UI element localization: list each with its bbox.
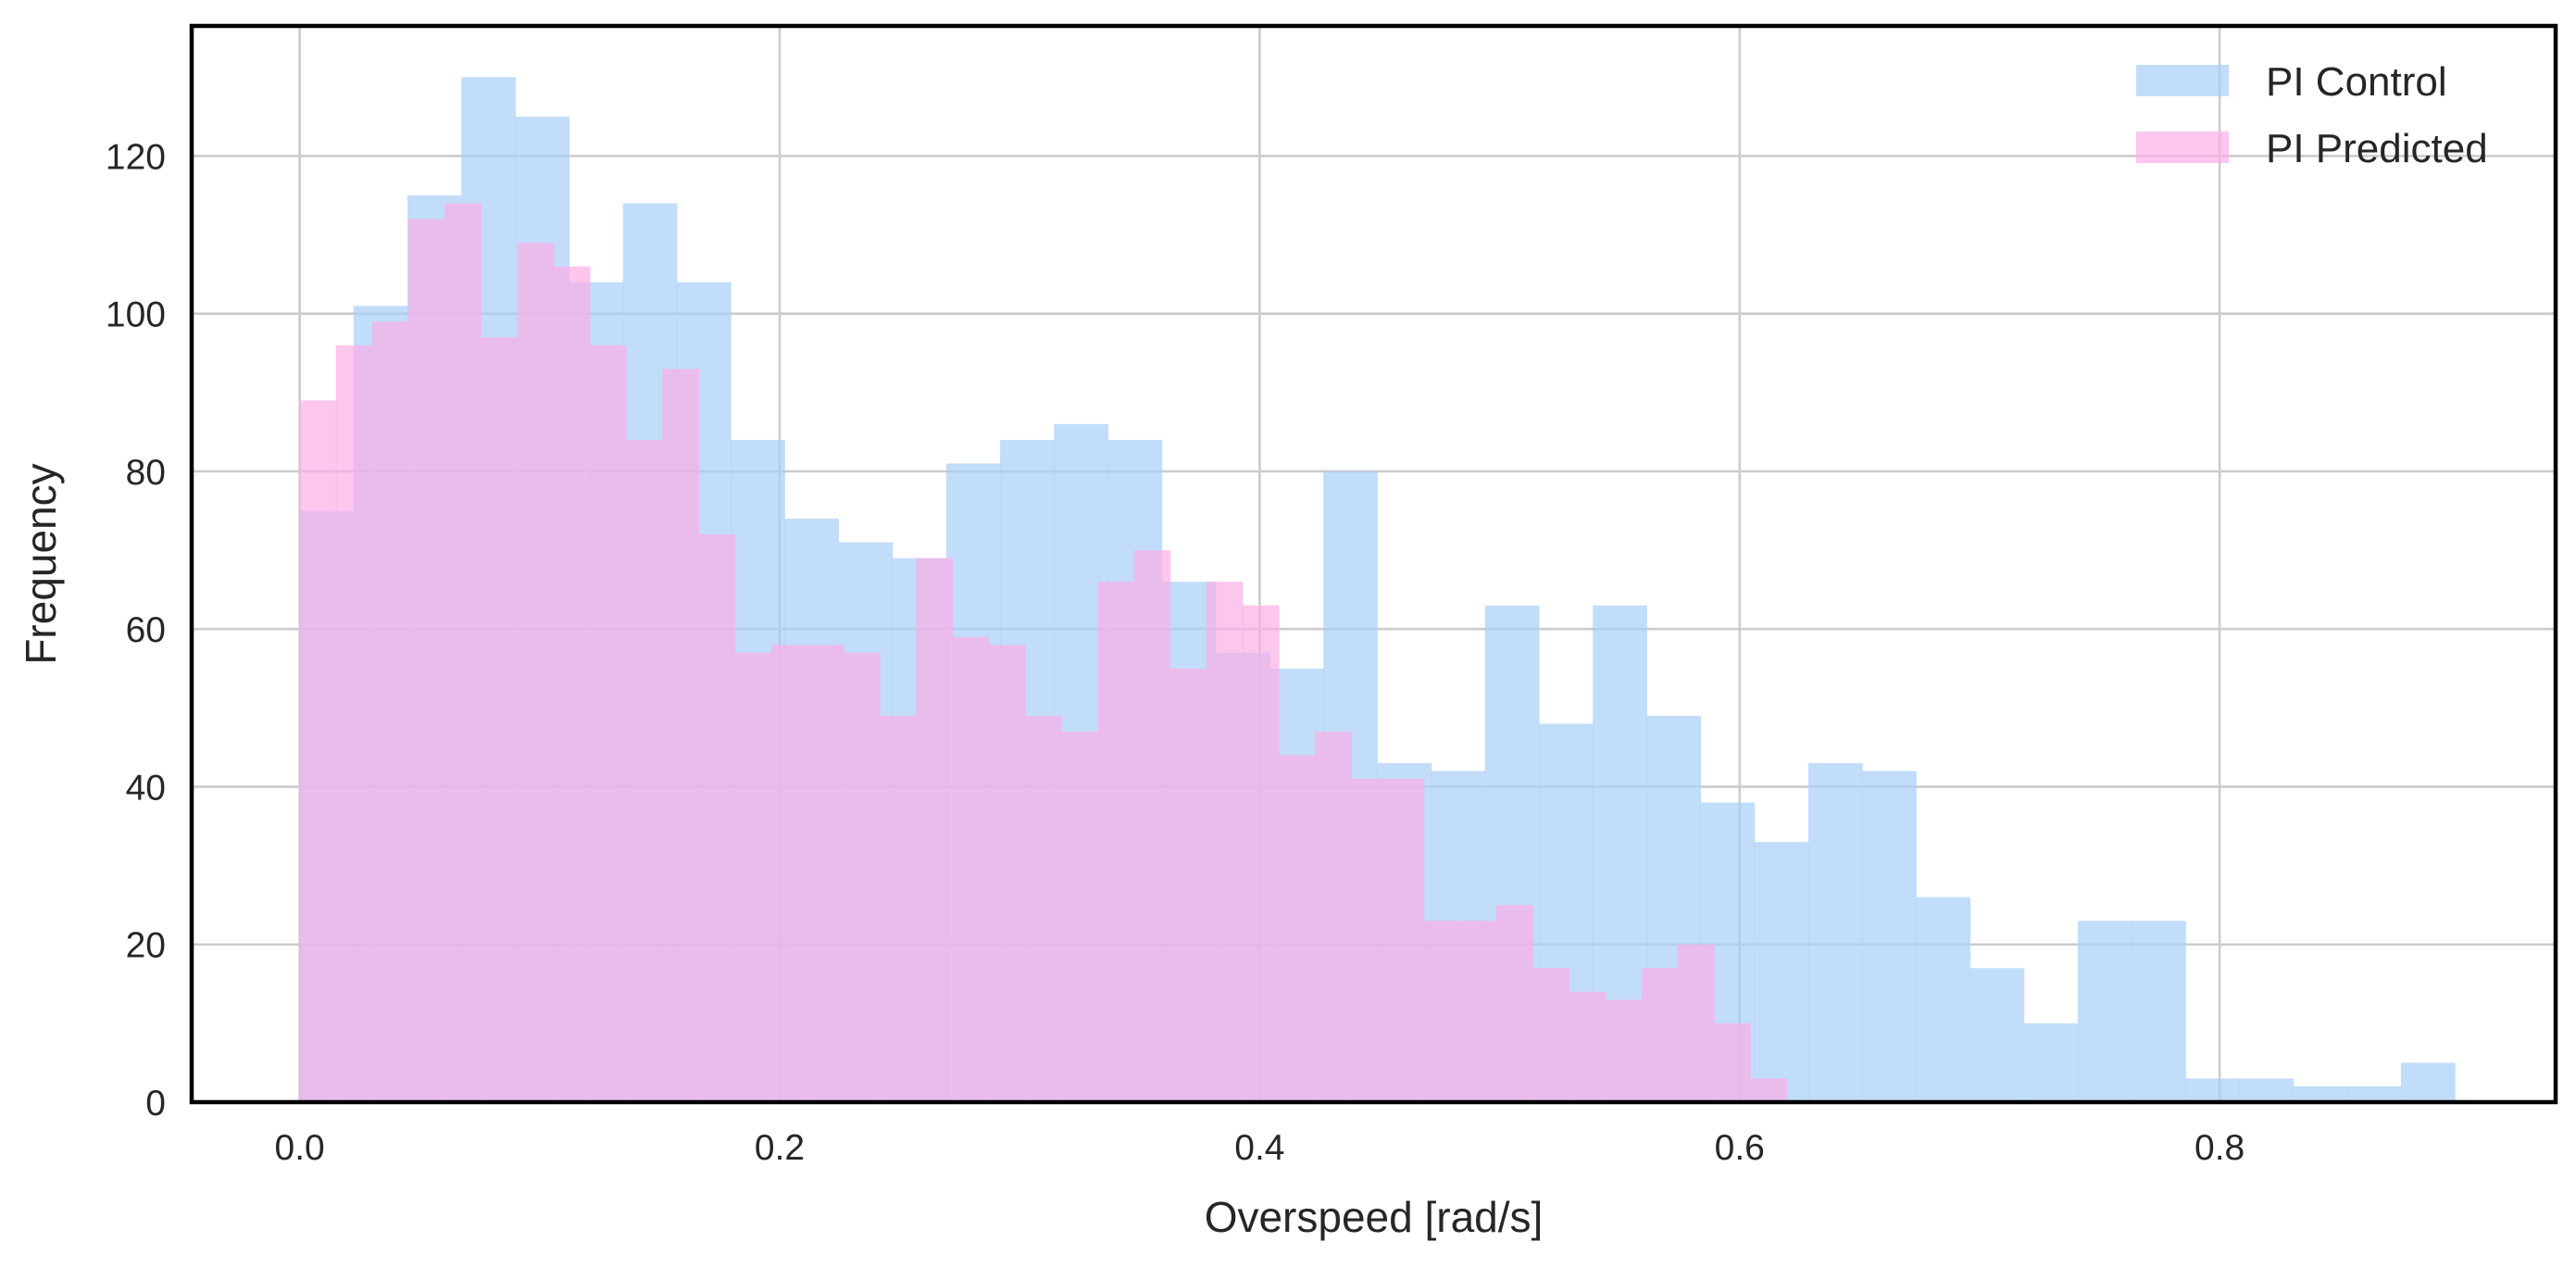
histogram-bar: [2077, 921, 2132, 1102]
histogram-bar: [916, 558, 954, 1102]
histogram-bar: [517, 243, 555, 1103]
histogram-bar: [1496, 905, 1533, 1102]
x-tick-label: 0.4: [1234, 1128, 1284, 1168]
histogram-bar: [1351, 778, 1389, 1102]
x-tick-label: 0.6: [1715, 1128, 1765, 1168]
histogram-bar: [844, 652, 881, 1102]
legend: PI Control PI Predicted: [2136, 59, 2488, 171]
histogram-bar: [444, 203, 482, 1103]
y-tick-label: 40: [126, 768, 166, 808]
histogram-bar: [1024, 715, 1062, 1102]
histogram-bar: [1315, 731, 1352, 1102]
histogram-bar: [1807, 762, 1863, 1102]
x-tick-label: 0.8: [2195, 1128, 2245, 1168]
histogram-bar: [1605, 999, 1643, 1102]
histogram-bar: [1133, 550, 1171, 1102]
histogram-bar: [589, 345, 627, 1102]
histogram-bar: [1714, 1022, 1751, 1102]
histogram-bar: [952, 636, 990, 1102]
histogram-bar: [2239, 1078, 2295, 1102]
histogram-bar: [1862, 771, 1917, 1102]
histogram-bar: [1242, 605, 1280, 1102]
legend-label-pi-control: PI Control: [2266, 59, 2447, 105]
histogram-bar: [1279, 755, 1316, 1102]
histogram-bar: [335, 345, 373, 1102]
histogram-bars: [299, 77, 2456, 1103]
histogram-bar: [1169, 668, 1207, 1102]
histogram-bar: [626, 439, 663, 1102]
histogram-bar: [1916, 897, 1971, 1102]
histogram-bar: [1387, 778, 1425, 1102]
histogram-bar: [553, 266, 591, 1103]
y-tick-label: 60: [126, 610, 166, 650]
histogram-bar: [770, 645, 808, 1102]
histogram-bar: [1459, 921, 1497, 1102]
histogram-bar: [807, 645, 844, 1102]
histogram-bar: [1423, 921, 1461, 1102]
histogram-bar: [1532, 968, 1569, 1102]
histogram-bar: [1206, 582, 1244, 1102]
histogram-bar: [1677, 944, 1715, 1102]
histogram-bar: [371, 321, 409, 1102]
histogram-bar: [2185, 1078, 2240, 1102]
y-axis-label: Frequency: [17, 463, 65, 664]
histogram-bar: [662, 369, 700, 1102]
histogram-bar: [299, 400, 337, 1102]
histogram-bar: [408, 219, 445, 1103]
histogram-bar: [2293, 1085, 2348, 1102]
histogram-bar: [1754, 842, 1809, 1102]
tick-labels: 0.0 0.2 0.4 0.6 0.8 0 20 40 60 80 100 120: [106, 137, 2245, 1168]
histogram-bar: [2346, 1085, 2402, 1102]
histogram-bar: [1641, 968, 1679, 1102]
y-tick-label: 80: [126, 453, 166, 493]
x-tick-label: 0.0: [275, 1128, 325, 1168]
y-tick-label: 0: [145, 1084, 166, 1123]
histogram-bar: [2400, 1062, 2456, 1102]
histogram-bar: [734, 652, 772, 1102]
plot-frame: [189, 23, 2558, 1105]
y-tick-label: 120: [106, 137, 166, 177]
histogram-bar: [988, 645, 1026, 1102]
x-tick-label: 0.2: [755, 1128, 805, 1168]
histogram-bar: [1061, 731, 1098, 1102]
histogram-bar: [1750, 1078, 1787, 1102]
histogram-bar: [880, 715, 918, 1102]
legend-label-pi-predicted: PI Predicted: [2266, 126, 2488, 171]
histogram-bar: [1097, 582, 1134, 1102]
histogram-bar: [481, 337, 519, 1102]
histogram-bar: [2132, 921, 2186, 1102]
y-tick-label: 100: [106, 295, 166, 335]
x-axis-label: Overspeed [rad/s]: [1205, 1193, 1544, 1241]
legend-swatch-pi-predicted: [2136, 132, 2229, 163]
y-tick-label: 20: [126, 926, 166, 966]
histogram-bar: [2023, 1022, 2079, 1102]
histogram-bar: [698, 534, 736, 1102]
histogram-bar: [1970, 968, 2025, 1102]
histogram-bar: [1569, 991, 1607, 1102]
legend-swatch-pi-control: [2136, 65, 2229, 96]
series-pi-predicted: [299, 203, 1787, 1103]
